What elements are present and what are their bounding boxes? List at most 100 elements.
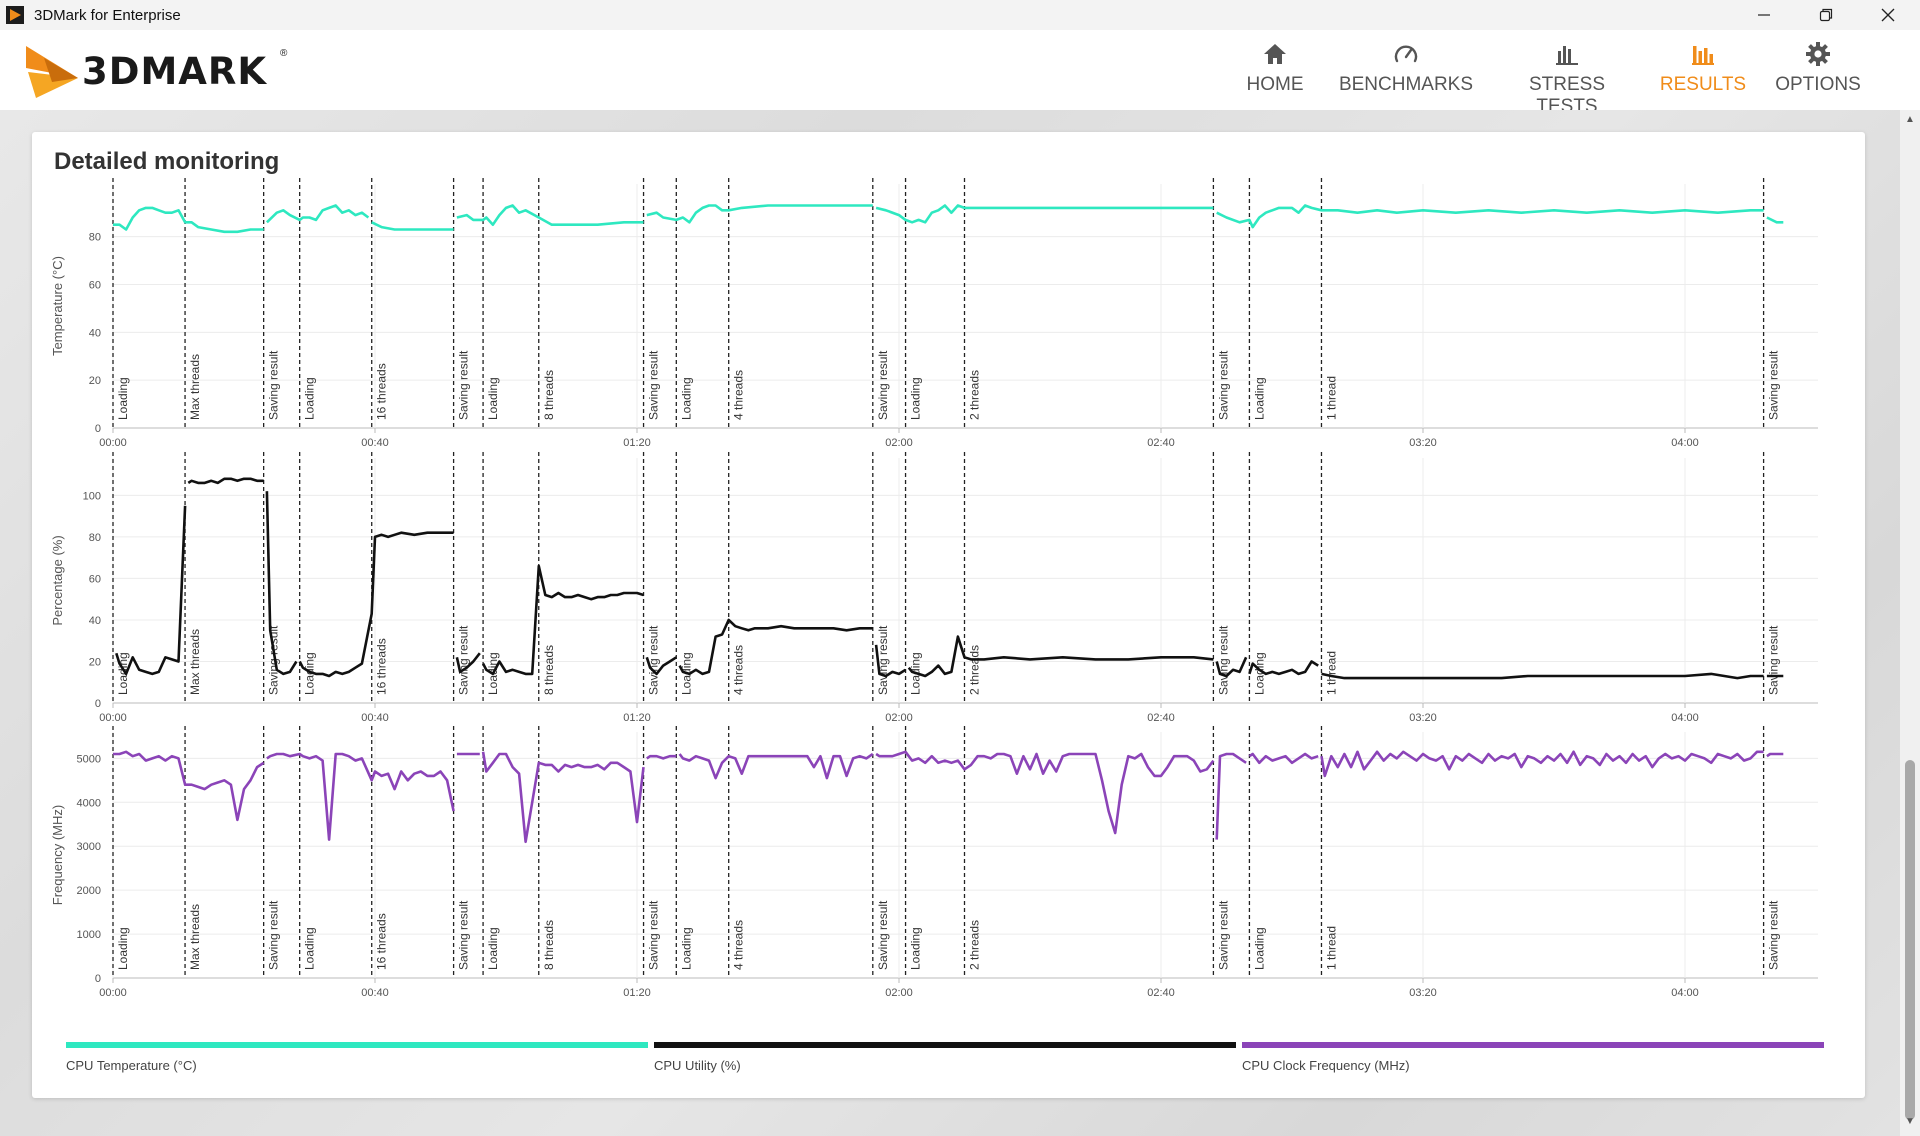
y-tick-label: 5000 xyxy=(77,753,101,765)
y-tick-label: 2000 xyxy=(77,885,101,897)
legend-item-frequency: CPU Clock Frequency (MHz) xyxy=(1242,1042,1824,1082)
y-axis-label: Frequency (MHz) xyxy=(50,805,65,905)
restore-button[interactable] xyxy=(1796,0,1856,30)
event-marker-label: Saving result xyxy=(457,900,471,970)
legend-swatch-utility xyxy=(654,1042,1236,1048)
event-marker-label: Saving result xyxy=(457,625,471,695)
event-marker-label: Loading xyxy=(116,927,130,970)
scroll-down-arrow-icon[interactable]: ▼ xyxy=(1905,1116,1915,1127)
event-marker-label: 1 thread xyxy=(1324,376,1338,420)
series-line xyxy=(113,204,1784,234)
legend-label-frequency: CPU Clock Frequency (MHz) xyxy=(1242,1058,1410,1073)
vertical-scrollbar[interactable]: ▲ ▼ xyxy=(1900,110,1920,1136)
logo-text: 3DMARK xyxy=(82,50,268,93)
title-bar: 3DMark for Enterprise xyxy=(0,0,1920,30)
x-tick-label: 01:20 xyxy=(623,712,651,724)
event-marker-label: Saving result xyxy=(1216,350,1230,420)
event-marker-label: Max threads xyxy=(188,354,202,420)
x-tick-label: 02:00 xyxy=(885,987,913,999)
event-marker-label: Saving result xyxy=(1216,625,1230,695)
event-marker-label: Loading xyxy=(303,652,317,695)
x-tick-label: 01:20 xyxy=(623,987,651,999)
event-marker-label: Saving result xyxy=(457,350,471,420)
event-marker-label: 2 threads xyxy=(968,645,982,695)
nav-home[interactable]: HOME xyxy=(1235,40,1315,104)
y-tick-label: 100 xyxy=(83,490,101,502)
x-tick-label: 02:00 xyxy=(885,437,913,449)
scrollbar-thumb[interactable] xyxy=(1905,760,1915,1120)
series-line xyxy=(115,477,1784,680)
nav-options-label: OPTIONS xyxy=(1775,74,1861,95)
x-tick-label: 02:40 xyxy=(1147,437,1175,449)
event-marker-label: 8 threads xyxy=(542,645,556,695)
3dmark-logo[interactable]: 3DMARK ® xyxy=(22,38,292,102)
scroll-up-arrow-icon[interactable]: ▲ xyxy=(1905,114,1915,125)
y-tick-label: 3000 xyxy=(77,841,101,853)
y-tick-label: 4000 xyxy=(77,797,101,809)
series-line xyxy=(113,750,1784,844)
event-marker-label: Saving result xyxy=(1767,350,1781,420)
nav-stress-tests[interactable]: STRESS TESTS xyxy=(1500,40,1634,117)
close-button[interactable] xyxy=(1858,0,1918,30)
nav-benchmarks[interactable]: BENCHMARKS xyxy=(1334,40,1478,104)
event-marker-label: Loading xyxy=(909,927,923,970)
event-marker-label: Saving result xyxy=(267,625,281,695)
nav-results-label: RESULTS xyxy=(1659,74,1747,95)
x-tick-label: 00:00 xyxy=(99,437,127,449)
event-marker-label: 1 thread xyxy=(1324,926,1338,970)
y-tick-label: 60 xyxy=(89,279,101,291)
home-icon xyxy=(1264,44,1286,64)
y-tick-label: 0 xyxy=(95,698,101,710)
y-axis-label: Temperature (°C) xyxy=(50,256,65,356)
logo-registered-mark: ® xyxy=(280,48,288,59)
event-marker-label: 16 threads xyxy=(375,913,389,970)
event-marker-label: Saving result xyxy=(1216,900,1230,970)
y-tick-label: 0 xyxy=(95,973,101,985)
y-tick-label: 20 xyxy=(89,656,101,668)
x-tick-label: 03:20 xyxy=(1409,437,1437,449)
x-tick-label: 00:40 xyxy=(361,987,389,999)
event-marker-label: Saving result xyxy=(647,900,661,970)
y-tick-label: 1000 xyxy=(77,929,101,941)
y-tick-label: 80 xyxy=(89,232,101,244)
panel-title: Detailed monitoring xyxy=(54,148,280,175)
nav-benchmarks-label: BENCHMARKS xyxy=(1338,74,1474,95)
event-marker-label: Loading xyxy=(679,927,693,970)
close-icon xyxy=(1881,8,1895,22)
event-marker-label: 16 threads xyxy=(375,638,389,695)
event-marker-label: Loading xyxy=(679,377,693,420)
event-marker-label: Saving result xyxy=(1767,625,1781,695)
event-marker-label: Saving result xyxy=(1767,900,1781,970)
event-marker-label: Max threads xyxy=(188,904,202,970)
monitoring-chart: 0 20 40 60 80 00:00 00:40 01:20 02:00 02:40 03:20 0… xyxy=(50,178,1818,999)
y-tick-label: 40 xyxy=(89,615,101,627)
nav-options[interactable]: OPTIONS xyxy=(1770,40,1866,104)
x-tick-label: 00:40 xyxy=(361,712,389,724)
x-tick-label: 03:20 xyxy=(1409,712,1437,724)
event-marker-label: Loading xyxy=(486,927,500,970)
y-axis-label: Percentage (%) xyxy=(50,535,65,625)
minimize-icon xyxy=(1758,14,1770,16)
event-marker-label: 2 threads xyxy=(968,920,982,970)
gear-icon xyxy=(1806,42,1830,66)
x-tick-label: 04:00 xyxy=(1671,712,1699,724)
y-tick-label: 60 xyxy=(89,573,101,585)
event-marker-label: Saving result xyxy=(876,900,890,970)
legend-label-temperature: CPU Temperature (°C) xyxy=(66,1058,197,1073)
y-tick-label: 80 xyxy=(89,532,101,544)
event-marker-label: Max threads xyxy=(188,629,202,695)
event-marker-label: Loading xyxy=(1252,377,1266,420)
results-chart-icon xyxy=(1692,46,1714,65)
event-marker-label: 4 threads xyxy=(732,920,746,970)
nav-results[interactable]: RESULTS xyxy=(1656,40,1750,104)
logo-mark-icon xyxy=(26,46,78,98)
minimize-button[interactable] xyxy=(1734,0,1794,30)
legend-label-utility: CPU Utility (%) xyxy=(654,1058,741,1073)
event-marker-label: Loading xyxy=(303,927,317,970)
event-marker-label: Saving result xyxy=(267,900,281,970)
window-title: 3DMark for Enterprise xyxy=(34,6,181,24)
event-marker-label: Saving result xyxy=(647,625,661,695)
event-marker-label: Saving result xyxy=(647,350,661,420)
x-tick-label: 01:20 xyxy=(623,437,651,449)
event-marker-label: Loading xyxy=(116,377,130,420)
